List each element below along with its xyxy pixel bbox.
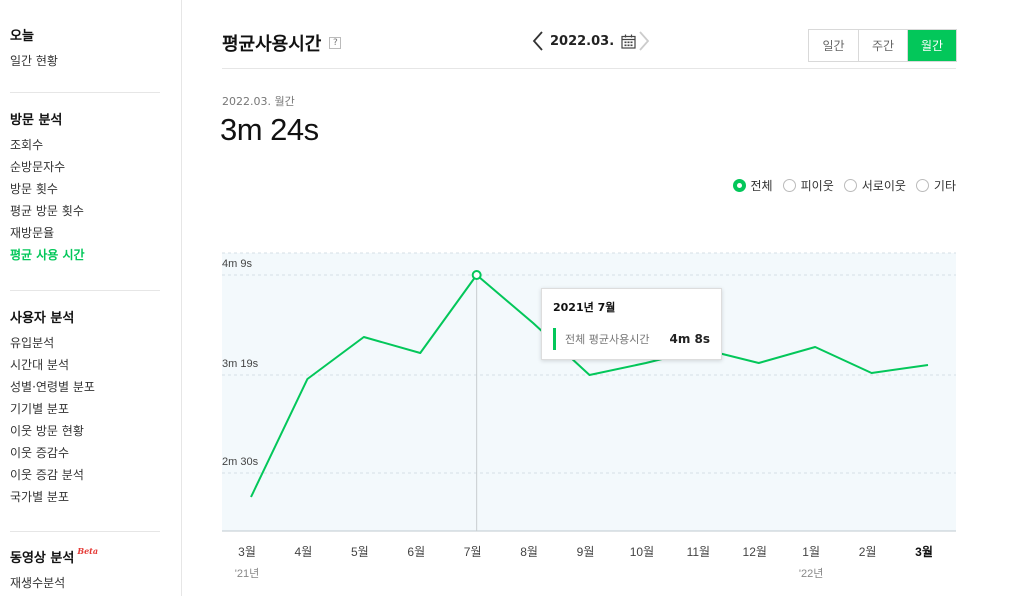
sidebar-item[interactable]: 순방문자수 xyxy=(10,159,66,174)
sidebar-item[interactable]: 평균 방문 횟수 xyxy=(10,203,84,218)
radio-button[interactable] xyxy=(782,179,796,192)
period-tabs: 일간 주간 월간 xyxy=(808,29,957,62)
sidebar-item[interactable]: 평균 사용 시간 xyxy=(10,247,85,262)
page-title-text: 평균사용시간 xyxy=(222,34,322,55)
sidebar-section-title-text: 동영상 분석 xyxy=(10,550,75,566)
filter-label: 서로이웃 xyxy=(861,179,906,193)
tooltip-series-marker xyxy=(553,328,556,350)
x-tick-label: 4월 xyxy=(295,545,313,559)
x-tick-label: 10월 xyxy=(630,545,654,559)
sidebar-item[interactable]: 방문 횟수 xyxy=(10,181,58,196)
sidebar-item[interactable]: 기기별 분포 xyxy=(10,401,70,416)
prev-arrow-icon[interactable] xyxy=(530,28,546,54)
sidebar-item[interactable]: 이웃 증감 분석 xyxy=(10,467,84,482)
y-tick-label: 2m 30s xyxy=(222,456,259,468)
sidebar-item[interactable]: 재방문율 xyxy=(10,225,55,240)
filter-radio-group: 전체 피이웃 서로이웃 기타 xyxy=(723,177,956,194)
sidebar-item[interactable]: 국가별 분포 xyxy=(10,489,70,504)
x-tick-label: 2월 xyxy=(859,545,877,559)
page-title: 평균사용시간 ? xyxy=(222,30,342,56)
radio-button[interactable] xyxy=(915,179,929,192)
next-arrow-icon[interactable] xyxy=(636,28,652,54)
sidebar-item[interactable]: 재생수분석 xyxy=(10,575,66,590)
x-tick-label: 9월 xyxy=(577,545,595,559)
sidebar-item[interactable]: 이웃 방문 현황 xyxy=(10,423,84,438)
sidebar-item[interactable]: 유입분석 xyxy=(10,335,55,350)
sidebar-divider xyxy=(10,92,160,93)
filter-option[interactable]: 전체 xyxy=(732,177,773,194)
period-caption: 2022.03. 월간 xyxy=(222,95,295,108)
x-tick-label: 8월 xyxy=(520,545,538,559)
data-point xyxy=(471,270,482,280)
tooltip-value: 4m 8s xyxy=(669,332,710,346)
sidebar-section-title: 오늘 xyxy=(10,24,160,44)
filter-option[interactable]: 서로이웃 xyxy=(843,177,906,194)
sidebar-section-title: 방문 분석 xyxy=(10,108,160,128)
tooltip-row: 전체 평균사용시간 4m 8s xyxy=(553,328,710,350)
sidebar-item[interactable]: 일간 현황 xyxy=(10,53,58,68)
beta-badge: Beta xyxy=(77,546,99,556)
sidebar-section-title-text: 오늘 xyxy=(10,28,34,44)
filter-option[interactable]: 피이웃 xyxy=(782,177,834,194)
sidebar-section-title-text: 사용자 분석 xyxy=(10,310,75,326)
radio-button[interactable] xyxy=(843,179,857,192)
sidebar-section: 동영상 분석 Beta 재생수분석 xyxy=(10,546,160,593)
chart-tooltip: 2021년 7월 전체 평균사용시간 4m 8s xyxy=(541,288,722,360)
y-tick-label: 4m 9s xyxy=(222,258,252,270)
sidebar-item[interactable]: 성별·연령별 분포 xyxy=(10,379,95,394)
x-tick-label: 3월 xyxy=(915,544,933,559)
calendar-icon[interactable] xyxy=(620,33,636,49)
period-tab[interactable]: 주간 xyxy=(858,30,907,61)
summary-value: 3m 24s xyxy=(220,112,319,147)
x-tick-label: 3월 xyxy=(238,545,256,559)
x-tick-label: 12월 xyxy=(743,545,767,559)
date-label: 2022.03. xyxy=(550,33,615,49)
filter-label: 전체 xyxy=(750,179,773,193)
sidebar-item[interactable]: 조회수 xyxy=(10,137,44,152)
sidebar-item[interactable]: 이웃 증감수 xyxy=(10,445,70,460)
filter-option[interactable]: 기타 xyxy=(915,177,956,194)
x-tick-label: 6월 xyxy=(407,545,425,559)
x-tick-label: 11월 xyxy=(687,545,711,559)
sidebar-divider xyxy=(10,290,160,291)
help-icon[interactable]: ? xyxy=(329,37,342,49)
header-divider xyxy=(222,68,956,69)
radio-button[interactable] xyxy=(732,179,746,192)
x-tick-label: 1월 xyxy=(802,545,820,559)
filter-label: 피이웃 xyxy=(800,179,834,193)
tooltip-label: 전체 평균사용시간 xyxy=(565,333,650,346)
sidebar-section-title-text: 방문 분석 xyxy=(10,112,63,128)
sidebar-item[interactable]: 시간대 분석 xyxy=(10,357,70,372)
x-tick-label: 7월 xyxy=(464,545,482,559)
sidebar-section-title: 동영상 분석 Beta xyxy=(10,546,160,566)
y-tick-label: 3m 19s xyxy=(222,358,259,370)
period-tab[interactable]: 일간 xyxy=(809,30,858,61)
filter-label: 기타 xyxy=(933,179,956,193)
sidebar-divider xyxy=(10,531,160,532)
period-tab[interactable]: 월간 xyxy=(907,30,956,61)
x-year-label: '22년 xyxy=(799,567,823,580)
date-navigator: 2022.03. xyxy=(530,28,652,54)
x-tick-label: 5월 xyxy=(351,545,369,559)
tooltip-title: 2021년 7월 xyxy=(553,301,616,314)
sidebar-section-title: 사용자 분석 xyxy=(10,306,160,326)
x-year-label: '21년 xyxy=(235,567,259,580)
